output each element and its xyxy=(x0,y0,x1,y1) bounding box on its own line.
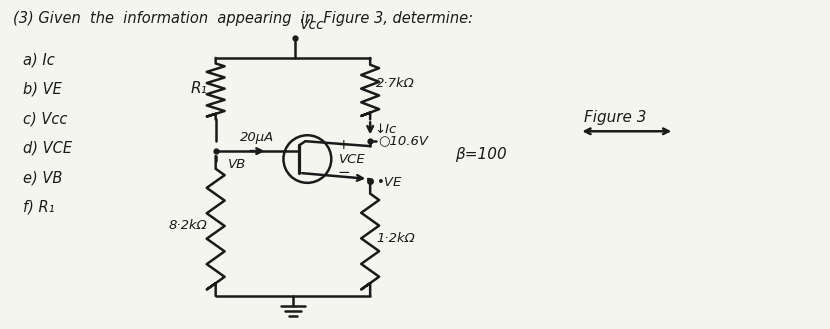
Text: Vcc: Vcc xyxy=(300,18,325,32)
Text: +: + xyxy=(337,138,349,152)
Text: e) VB: e) VB xyxy=(23,170,63,185)
Text: ↓Iᴄ: ↓Iᴄ xyxy=(374,123,397,136)
Text: a) Ic: a) Ic xyxy=(23,53,55,67)
Text: c) Vcc: c) Vcc xyxy=(23,111,68,126)
Text: 2·7kΩ: 2·7kΩ xyxy=(376,77,415,90)
Text: R₁: R₁ xyxy=(191,81,208,96)
Text: ○10.6V: ○10.6V xyxy=(378,135,428,148)
Text: VCE: VCE xyxy=(339,153,366,165)
Text: β=100: β=100 xyxy=(455,147,506,162)
Text: Figure 3: Figure 3 xyxy=(584,110,647,125)
Text: 20μA: 20μA xyxy=(240,131,274,144)
Text: f) R₁: f) R₁ xyxy=(23,199,55,215)
Text: 1·2kΩ: 1·2kΩ xyxy=(376,232,415,245)
Text: VB: VB xyxy=(227,159,246,171)
Text: •VE: •VE xyxy=(376,176,402,190)
Text: 8·2kΩ: 8·2kΩ xyxy=(169,219,208,233)
Text: d) VCE: d) VCE xyxy=(23,141,72,156)
Text: −: − xyxy=(337,165,350,180)
Text: b) VE: b) VE xyxy=(23,82,62,97)
Text: (3) Given  the  information  appearing  in  Figure 3, determine:: (3) Given the information appearing in F… xyxy=(13,11,473,26)
